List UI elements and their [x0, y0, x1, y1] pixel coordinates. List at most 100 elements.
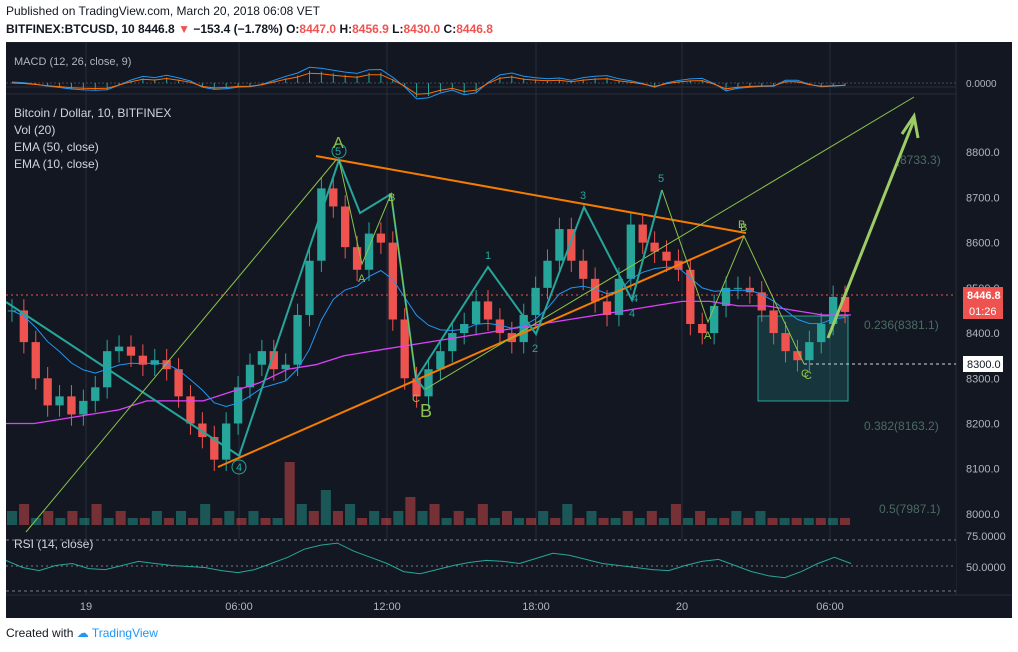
candle-body: [150, 360, 159, 365]
candle-body: [317, 188, 326, 261]
time-tick-label: 06:00: [225, 601, 253, 613]
wave-label: 1: [485, 250, 491, 262]
volume-bar: [357, 518, 368, 525]
tradingview-logo[interactable]: ☁ TradingView: [76, 626, 158, 640]
channel-line-1[interactable]: [25, 159, 337, 533]
candle-body: [828, 296, 838, 325]
candle-body: [352, 247, 362, 270]
volume-bar: [791, 518, 802, 525]
time-axis[interactable]: 19 06:00 12:00 18:00 20 06:00: [80, 601, 844, 613]
candle-body: [210, 437, 219, 460]
legend-volume[interactable]: Vol (20): [14, 123, 55, 137]
candle-body: [614, 278, 624, 315]
candle-body: [233, 387, 243, 424]
wave-label: 5: [335, 146, 341, 158]
volume-bar: [31, 518, 42, 525]
candle-body: [412, 378, 421, 397]
projection-arrow[interactable]: [826, 119, 916, 339]
candle-body: [305, 260, 314, 315]
candle-body: [483, 301, 493, 320]
price-tick-label: 8800.0: [966, 147, 1000, 159]
elliott-wave-impulse[interactable]: [238, 157, 427, 457]
wave-label: C: [412, 393, 420, 405]
symbol-name[interactable]: BITFINEX:BTCUSD, 10: [6, 22, 135, 36]
abc-correction-2[interactable]: [661, 189, 805, 365]
volume-bar: [598, 518, 609, 525]
volume-bar: [827, 518, 838, 525]
time-tick-label: 18:00: [522, 601, 550, 613]
channel-line-2[interactable]: [423, 96, 915, 391]
volume-bar: [501, 511, 512, 525]
elliott-wave-2[interactable]: [415, 189, 663, 380]
wave-marker-circle: [231, 459, 247, 475]
candle-body: [555, 229, 564, 261]
candle-body: [602, 301, 612, 315]
volume-bar: [200, 504, 211, 525]
volume-bar: [779, 518, 790, 525]
volume-bar: [634, 518, 645, 525]
candle-body: [55, 396, 64, 406]
candle-body: [769, 310, 778, 334]
volume-bar: [646, 511, 657, 525]
volume-bar: [272, 518, 283, 525]
trendline-teal[interactable]: [6, 301, 242, 458]
current-price-tag: [963, 287, 1003, 304]
candle-body: [341, 206, 350, 248]
legend-ema10[interactable]: EMA (10, close): [14, 157, 99, 171]
legend-series[interactable]: Bitcoin / Dollar, 10, BITFINEX: [14, 106, 171, 120]
wave-marker-circle: [331, 143, 347, 159]
volume-bar: [429, 504, 440, 525]
macd-pane: MACD (12, 26, close, 9) 0.0000: [6, 56, 997, 100]
level-8300-value: 8300.0: [967, 359, 1001, 371]
price-axis[interactable]: 8800.08700.08600.08500.08400.08300.08200…: [966, 147, 1000, 521]
wave-label: B: [388, 192, 395, 204]
chart-canvas[interactable]: MACD (12, 26, close, 9) 0.0000 (8733.3) …: [6, 42, 1012, 618]
time-tick-label: 19: [80, 601, 92, 613]
candle-body: [257, 351, 267, 365]
volume-bar: [453, 511, 464, 525]
candle-body: [709, 305, 719, 334]
wave-label: 4: [629, 308, 635, 320]
candle-body: [91, 387, 100, 401]
candle-body: [495, 319, 505, 334]
volume-bar: [839, 518, 850, 525]
candle-body: [174, 369, 183, 397]
candle-body: [31, 342, 40, 379]
candle-body: [186, 396, 195, 424]
volume-bar: [417, 511, 428, 525]
volume-bar: [151, 511, 162, 525]
volume-bar: [369, 511, 380, 525]
wave-label: B: [420, 401, 432, 421]
candle-body: [579, 260, 588, 279]
candle-body: [269, 351, 278, 370]
ohlc-low-label: L:: [392, 22, 404, 36]
candle-body: [222, 423, 231, 460]
volume-bar: [127, 518, 138, 525]
drawings[interactable]: [6, 96, 920, 533]
candlestick-series: [7, 177, 850, 471]
candle-body: [281, 364, 290, 370]
triangle-upper-line[interactable]: [315, 155, 747, 234]
legend-ema50[interactable]: EMA (50, close): [14, 140, 99, 154]
chart-header: Published on TradingView.com, March 20, …: [0, 0, 1018, 42]
wave-label: 2: [532, 343, 538, 355]
candle-body: [114, 346, 124, 352]
volume-bar: [767, 518, 778, 525]
triangle-lower-line[interactable]: [217, 235, 745, 468]
down-arrow-icon: ▼: [178, 22, 190, 36]
volume-bar: [610, 518, 621, 525]
candle-body: [793, 351, 802, 361]
published-line: Published on TradingView.com, March 20, …: [6, 4, 320, 18]
abc-correction-1[interactable]: [338, 159, 417, 380]
candle-body: [805, 342, 814, 361]
wave-label: 4: [236, 462, 242, 474]
ohlc-open-label: O:: [286, 22, 300, 36]
price-tick-label: 8600.0: [966, 238, 1000, 250]
candle-body: [388, 242, 397, 320]
last-price: 8446.8: [138, 22, 175, 36]
volume-bar: [248, 511, 259, 525]
volume-bar: [296, 504, 307, 525]
volume-bar: [381, 518, 392, 525]
candle-body: [650, 242, 659, 252]
candle-body: [471, 301, 481, 325]
